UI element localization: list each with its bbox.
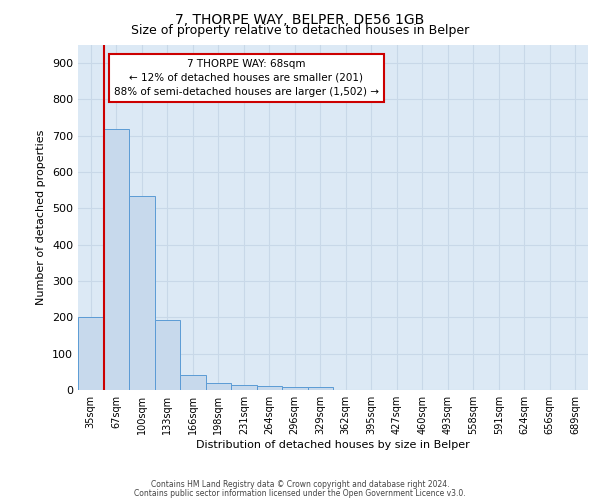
Bar [205, 382, 231, 390]
Bar [180, 374, 205, 390]
Bar [104, 128, 129, 390]
Text: Contains public sector information licensed under the Open Government Licence v3: Contains public sector information licen… [134, 488, 466, 498]
Bar [78, 318, 104, 390]
Bar [308, 387, 333, 390]
X-axis label: Distribution of detached houses by size in Belper: Distribution of detached houses by size … [196, 440, 470, 450]
Bar [231, 384, 257, 390]
Bar [155, 320, 180, 390]
Text: 7 THORPE WAY: 68sqm
← 12% of detached houses are smaller (201)
88% of semi-detac: 7 THORPE WAY: 68sqm ← 12% of detached ho… [114, 59, 379, 97]
Text: Size of property relative to detached houses in Belper: Size of property relative to detached ho… [131, 24, 469, 37]
Bar [257, 386, 282, 390]
Y-axis label: Number of detached properties: Number of detached properties [37, 130, 46, 305]
Text: 7, THORPE WAY, BELPER, DE56 1GB: 7, THORPE WAY, BELPER, DE56 1GB [175, 12, 425, 26]
Text: Contains HM Land Registry data © Crown copyright and database right 2024.: Contains HM Land Registry data © Crown c… [151, 480, 449, 489]
Bar [282, 386, 308, 390]
Bar [129, 196, 155, 390]
